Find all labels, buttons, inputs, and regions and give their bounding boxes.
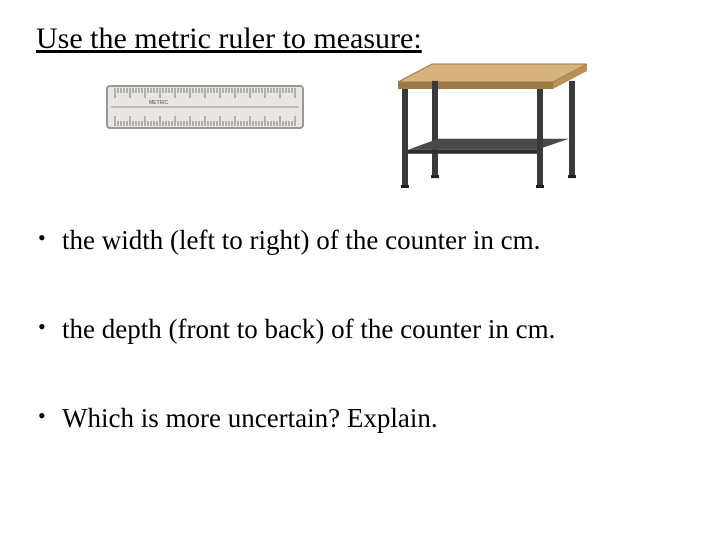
page: Use the metric ruler to measure: METRIC … (0, 0, 720, 540)
bullet-text: Which is more uncertain? Explain. (62, 403, 438, 433)
svg-text:METRIC: METRIC (149, 100, 169, 106)
list-item: the width (left to right) of the counter… (30, 225, 670, 256)
list-item: Which is more uncertain? Explain. (30, 403, 670, 434)
workbench-icon (388, 58, 593, 193)
bullet-text: the depth (front to back) of the counter… (62, 314, 555, 344)
table-image (388, 58, 593, 198)
list-item: the depth (front to back) of the counter… (30, 314, 670, 345)
ruler-image: METRIC (105, 80, 305, 139)
ruler-icon: METRIC (105, 80, 305, 134)
page-title: Use the metric ruler to measure: (36, 22, 422, 56)
bullet-text: the width (left to right) of the counter… (62, 225, 540, 255)
bullet-list: the width (left to right) of the counter… (30, 225, 670, 434)
